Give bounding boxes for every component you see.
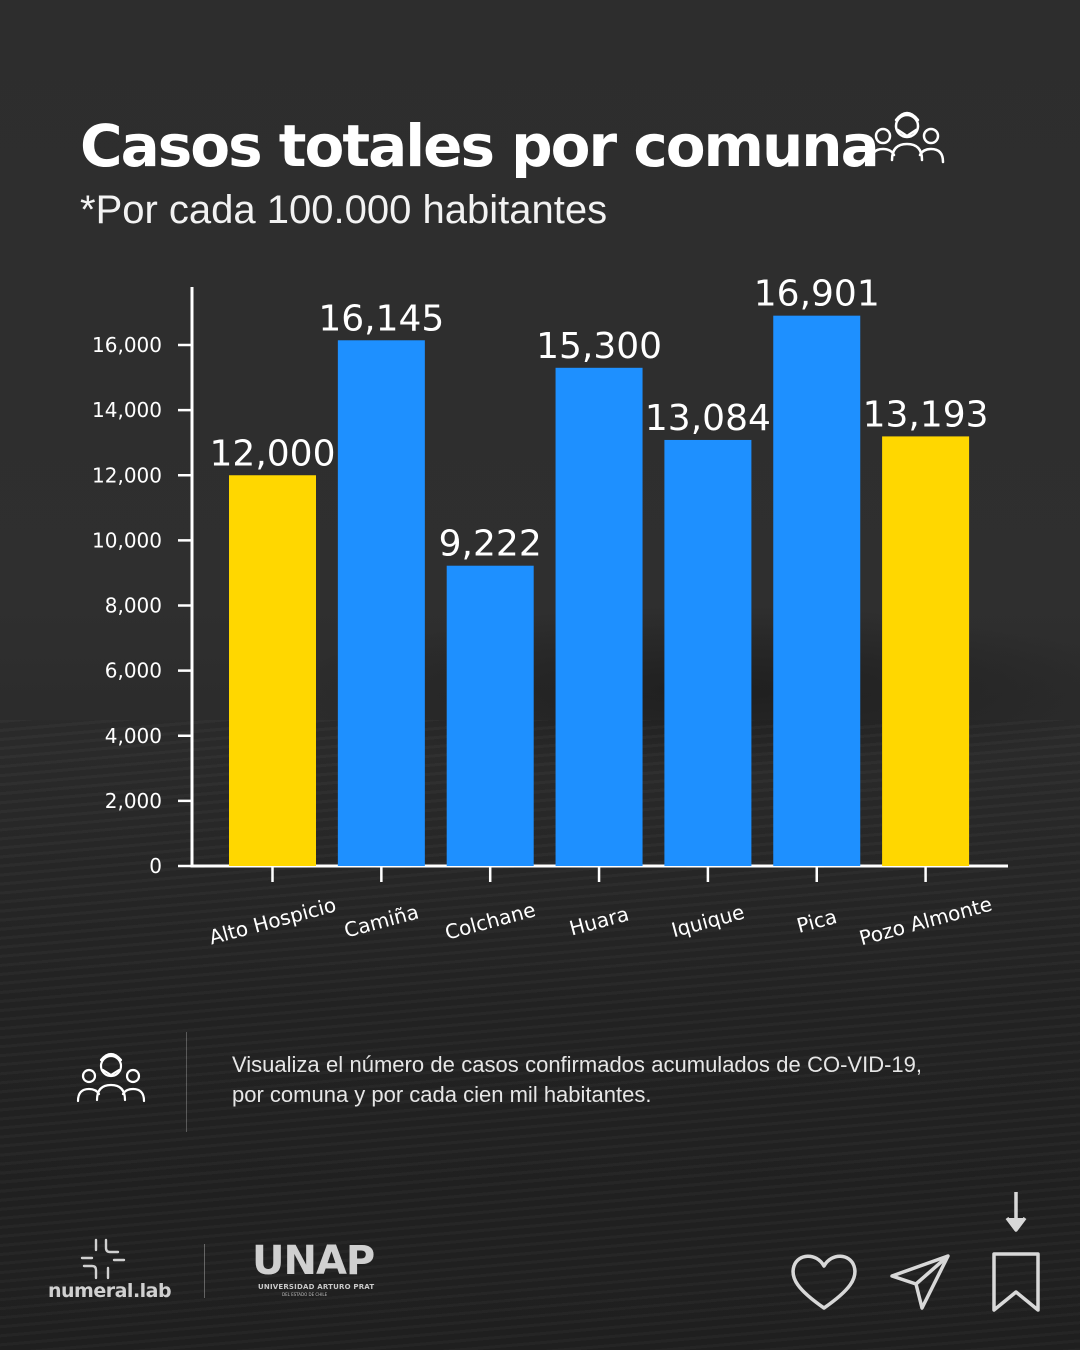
y-tick-label: 16,000 [92,333,162,357]
arrow-down-icon[interactable] [1002,1190,1030,1234]
people-mask-icon [869,111,945,164]
x-tick-label: Pozo Almonte [857,892,995,951]
subtitle: *Por cada 100.000 habitantes [80,188,607,233]
y-tick-label: 10,000 [92,528,162,552]
data-label: 13,084 [645,398,771,439]
unap-logo-subtitle-2: DEL ESTADO DE CHILE [282,1292,328,1297]
description-text: Visualiza el número de casos confirmados… [232,1052,922,1107]
data-label: 13,193 [863,394,989,435]
bar [337,340,425,866]
data-label: 16,901 [754,274,880,315]
subtitle-number: 100.000 [266,188,412,232]
y-tick-label: 2,000 [105,789,162,813]
x-tick-label: Huara [567,902,632,941]
numeral-lab-logo-mark [80,1238,126,1280]
data-label: 9,222 [439,524,542,565]
subtitle-prefix: *Por cada [80,188,267,232]
bar [664,439,752,866]
x-tick-label: Colchane [442,897,538,944]
data-label: 16,145 [318,298,444,339]
subtitle-suffix: habitantes [411,188,608,232]
bar [229,475,316,866]
footer-divider [204,1244,205,1298]
send-icon[interactable] [888,1252,952,1312]
data-label: 15,300 [536,326,662,367]
unap-logo: UNAP [252,1238,375,1284]
y-tick-label: 14,000 [92,398,162,422]
y-tick-label: 8,000 [105,594,162,618]
x-tick-label: Iquique [669,900,747,942]
bar [555,367,643,866]
bar [773,315,861,866]
bar [882,436,970,866]
x-tick-label: Camiña [341,900,421,943]
y-tick-label: 12,000 [92,463,162,487]
y-tick-label: 4,000 [105,724,162,748]
brand-name: numeral.lab [48,1280,172,1302]
y-tick-label: 0 [149,854,162,878]
data-label: 12,000 [210,433,336,474]
y-tick-label: 6,000 [105,659,162,683]
bar [446,565,534,866]
page-title: Casos totales por comuna [80,112,880,180]
heart-icon[interactable] [788,1250,860,1314]
note-divider [186,1032,187,1132]
bookmark-icon[interactable] [988,1250,1044,1314]
x-tick-label: Pica [794,904,839,938]
x-tick-label: Alto Hospicio [206,893,338,950]
people-mask-icon-small [76,1052,146,1103]
unap-logo-subtitle: UNIVERSIDAD ARTURO PRAT [258,1283,375,1291]
bar-chart: 0 2,000 4,000 6,000 8,000 10,000 12,000 14,000 1… [92,274,1008,951]
